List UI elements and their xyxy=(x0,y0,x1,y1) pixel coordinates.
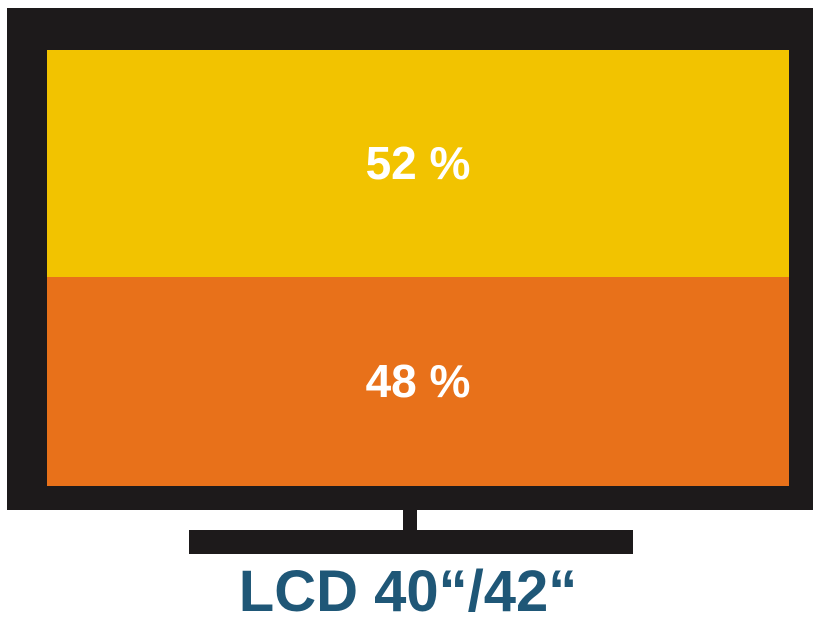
tv-frame: 52 % 48 % xyxy=(7,8,813,510)
tv-stand-neck xyxy=(403,510,417,532)
data-label-48: 48 % xyxy=(365,355,471,408)
tv-stand-base xyxy=(189,530,633,554)
stacked-bar-screen: 52 % 48 % xyxy=(47,50,789,486)
bar-segment-52: 52 % xyxy=(47,50,789,277)
chart-title: LCD 40“/42“ xyxy=(238,559,578,624)
bar-segment-48: 48 % xyxy=(47,276,789,486)
data-label-52: 52 % xyxy=(365,137,471,190)
